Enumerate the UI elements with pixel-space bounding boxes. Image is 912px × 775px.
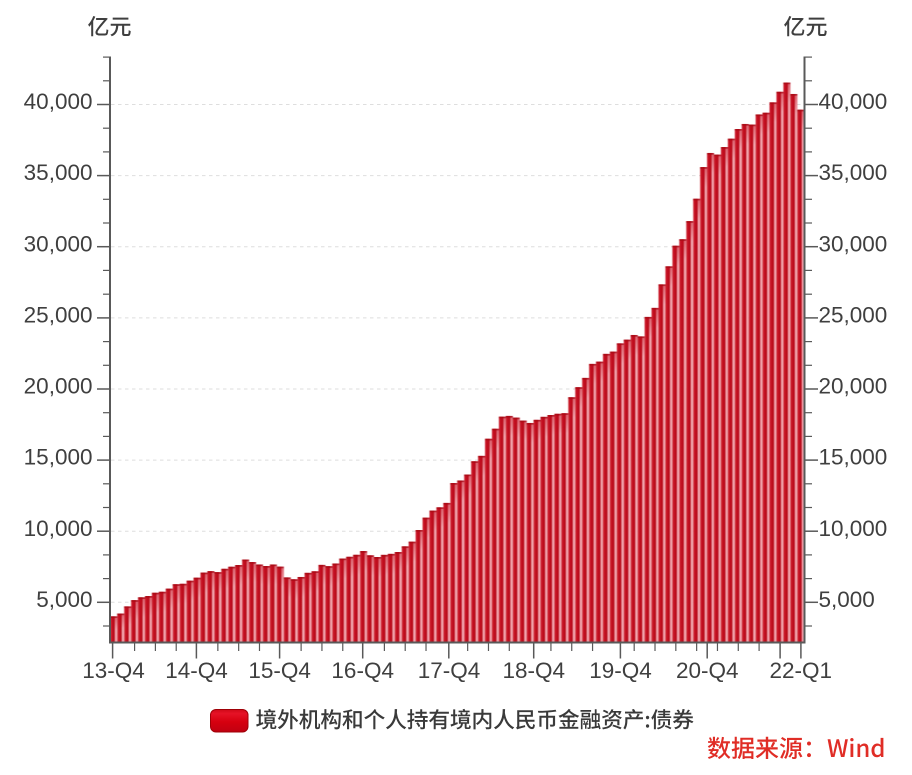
svg-text:20,000: 20,000 <box>24 374 93 399</box>
svg-text:15-Q4: 15-Q4 <box>248 658 311 683</box>
svg-text:17-Q4: 17-Q4 <box>418 658 481 683</box>
svg-text:13-Q4: 13-Q4 <box>82 658 145 683</box>
svg-text:25,000: 25,000 <box>24 303 93 328</box>
svg-text:30,000: 30,000 <box>819 231 888 256</box>
svg-text:40,000: 40,000 <box>24 89 93 114</box>
svg-text:20-Q4: 20-Q4 <box>676 658 739 683</box>
svg-text:5,000: 5,000 <box>819 587 875 612</box>
svg-text:19-Q4: 19-Q4 <box>589 658 652 683</box>
svg-text:16-Q4: 16-Q4 <box>331 658 394 683</box>
svg-text:10,000: 10,000 <box>24 516 93 541</box>
svg-text:15,000: 15,000 <box>24 445 93 470</box>
svg-text:40,000: 40,000 <box>819 89 888 114</box>
svg-text:35,000: 35,000 <box>819 160 888 185</box>
svg-text:5,000: 5,000 <box>36 587 92 612</box>
svg-text:10,000: 10,000 <box>819 516 888 541</box>
svg-text:18-Q4: 18-Q4 <box>503 658 566 683</box>
svg-text:22-Q1: 22-Q1 <box>770 658 833 683</box>
svg-text:14-Q4: 14-Q4 <box>165 658 228 683</box>
svg-text:15,000: 15,000 <box>819 445 888 470</box>
svg-text:30,000: 30,000 <box>24 231 93 256</box>
svg-text:35,000: 35,000 <box>24 160 93 185</box>
svg-text:25,000: 25,000 <box>819 303 888 328</box>
svg-text:20,000: 20,000 <box>819 374 888 399</box>
